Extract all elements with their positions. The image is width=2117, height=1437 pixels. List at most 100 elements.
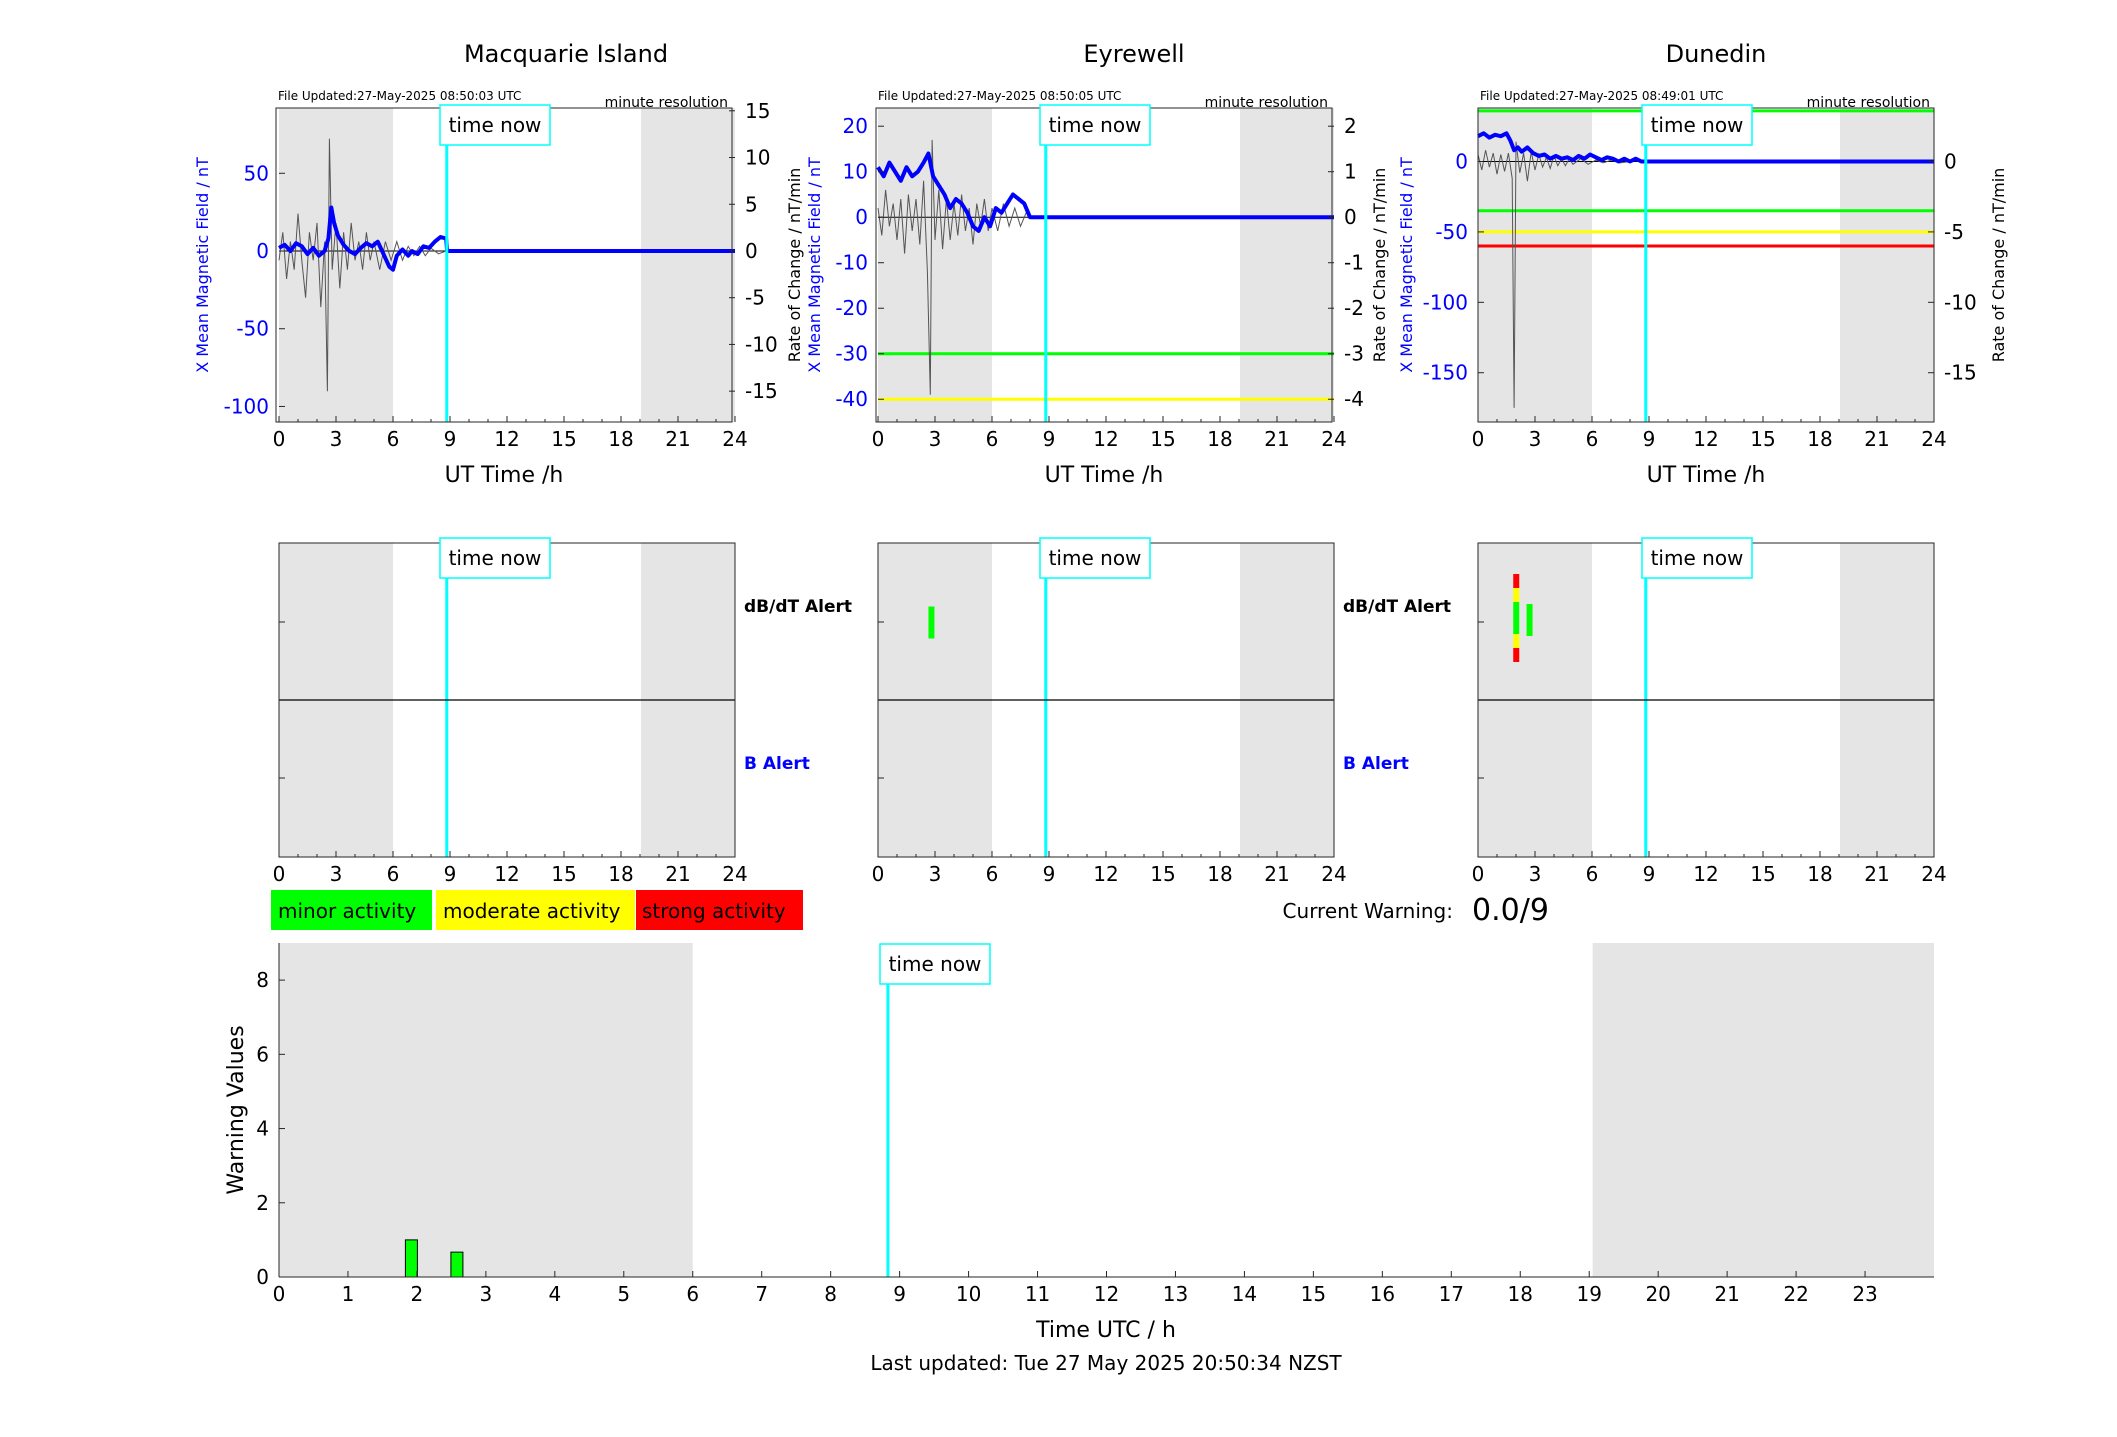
x-tick-label: 3 — [1529, 427, 1542, 451]
x-axis-label: UT Time /h — [1045, 463, 1164, 488]
x-tick-label: 0 — [872, 427, 885, 451]
x-field-line — [278, 205, 735, 272]
x-tick-label: 3 — [929, 862, 942, 886]
panel-title: Dunedin — [1666, 40, 1767, 68]
x-tick-label: 3 — [480, 1282, 493, 1306]
x-tick-label: 24 — [1321, 427, 1346, 451]
x-tick-label: 12 — [1093, 862, 1118, 886]
y-right-tick-label: -4 — [1344, 387, 1364, 411]
x-tick-label: 21 — [1264, 427, 1289, 451]
y-right-tick-label: -10 — [1944, 290, 1977, 314]
x-tick-label: 23 — [1852, 1282, 1877, 1306]
y-right-tick-label: 0 — [745, 239, 758, 263]
svg-text:time now: time now — [1049, 546, 1142, 570]
y-right-tick-label: 0 — [1944, 150, 1957, 174]
warning-values-chart: 0 1 2 3 4 5 6 7 8 9 10 11 12 13 14 15 16 17 18 19 20 21 22 2302… — [224, 943, 1934, 1343]
legend-strong-label: strong activity — [642, 899, 786, 923]
x-tick-label: 0 — [273, 1282, 286, 1306]
top-panel-dunedin: 0 3 6 9 12 15 18 21 24-150-100-500-15-10-50 Dune… — [1397, 40, 2008, 488]
x-tick-label: 9 — [1643, 427, 1656, 451]
x-tick-label: 10 — [956, 1282, 981, 1306]
x-tick-label: 5 — [617, 1282, 630, 1306]
y-right-tick-label: 2 — [1344, 114, 1357, 138]
x-tick-label: 15 — [551, 427, 576, 451]
legend-moderate-swatch — [436, 890, 635, 930]
svg-text:time now: time now — [449, 546, 542, 570]
rate-of-change-line — [1477, 141, 1631, 408]
x-tick-label: 12 — [1693, 427, 1718, 451]
x-tick-label: 15 — [1750, 427, 1775, 451]
panel-title: Eyrewell — [1083, 40, 1184, 68]
x-tick-label: 0 — [872, 862, 885, 886]
x-tick-label: 2 — [411, 1282, 424, 1306]
x-tick-label: 9 — [444, 427, 457, 451]
x-tick-label: 3 — [330, 427, 343, 451]
x-tick-label: 18 — [1207, 427, 1232, 451]
legend-strong-swatch — [636, 890, 803, 930]
b-alert-label: B Alert — [1343, 754, 1409, 774]
night-shading — [878, 108, 992, 422]
x-tick-label: 15 — [1150, 862, 1175, 886]
y-tick-label: 4 — [256, 1117, 269, 1141]
x-tick-label: 24 — [1321, 862, 1346, 886]
x-tick-label: 9 — [1043, 862, 1056, 886]
night-shading — [1592, 943, 1934, 1277]
x-tick-label: 0 — [1472, 427, 1485, 451]
x-tick-label: 12 — [1094, 1282, 1119, 1306]
legend-minor-swatch — [271, 890, 432, 930]
x-tick-label: 6 — [986, 427, 999, 451]
y-axis-label-left: X Mean Magnetic Field / nT — [193, 157, 212, 373]
x-tick-label: 6 — [1586, 862, 1599, 886]
x-tick-label: 15 — [1750, 862, 1775, 886]
y-tick-label: 0 — [256, 239, 269, 263]
y-axis-label-right: Rate of Change / nT/min — [785, 168, 804, 363]
y-right-tick-label: 0 — [1344, 205, 1357, 229]
x-tick-label: 21 — [1264, 862, 1289, 886]
top-panel-eyrewell: 0 3 6 9 12 15 18 21 24-40-30-20-1001020-4-3-2-10… — [805, 40, 1389, 488]
dbdt-alert-mark — [1513, 574, 1520, 588]
x-tick-label: 11 — [1025, 1282, 1050, 1306]
x-tick-label: 21 — [1864, 862, 1889, 886]
svg-text:time now: time now — [889, 952, 982, 976]
x-tick-label: 0 — [273, 427, 286, 451]
y-tick-label: 10 — [843, 160, 868, 184]
dbdt-alert-mark — [1513, 602, 1520, 634]
x-tick-label: 21 — [665, 427, 690, 451]
y-axis-label-right: Rate of Change / nT/min — [1989, 168, 2008, 363]
x-tick-label: 24 — [722, 427, 747, 451]
x-tick-label: 16 — [1370, 1282, 1395, 1306]
x-tick-label: 12 — [1693, 862, 1718, 886]
x-tick-label: 18 — [1508, 1282, 1533, 1306]
dbdt-alert-label: dB/dT Alert — [744, 597, 852, 617]
y-tick-label: -30 — [835, 342, 868, 366]
dbdt-alert-mark — [1513, 648, 1520, 662]
x-tick-label: 18 — [1807, 862, 1832, 886]
x-tick-label: 19 — [1576, 1282, 1601, 1306]
x-tick-label: 12 — [1093, 427, 1118, 451]
y-axis-label-left: X Mean Magnetic Field / nT — [805, 157, 824, 373]
x-tick-label: 20 — [1645, 1282, 1670, 1306]
x-tick-label: 6 — [387, 427, 400, 451]
x-tick-label: 9 — [1043, 427, 1056, 451]
legend-moderate-label: moderate activity — [443, 899, 621, 923]
time-now-label: time now — [439, 537, 551, 579]
svg-text:time now: time now — [1651, 113, 1744, 137]
warning-bar — [404, 1239, 418, 1278]
dbdt-alert-mark — [1526, 604, 1533, 636]
x-tick-label: 24 — [1921, 427, 1946, 451]
x-tick-label: 15 — [1301, 1282, 1326, 1306]
x-tick-label: 14 — [1232, 1282, 1257, 1306]
svg-text:time now: time now — [1049, 113, 1142, 137]
x-tick-label: 21 — [1864, 427, 1889, 451]
y-tick-label: -20 — [835, 296, 868, 320]
x-tick-label: 9 — [1643, 862, 1656, 886]
svg-text:time now: time now — [1651, 546, 1744, 570]
y-tick-label: 0 — [855, 205, 868, 229]
minute-resolution-text: minute resolution — [605, 95, 728, 111]
file-updated-text: File Updated:27-May-2025 08:50:05 UTC — [878, 89, 1121, 103]
night-shading — [279, 108, 393, 422]
y-tick-label: 0 — [1455, 150, 1468, 174]
x-tick-label: 18 — [1807, 427, 1832, 451]
